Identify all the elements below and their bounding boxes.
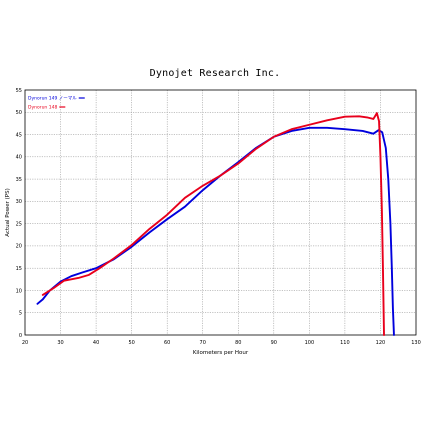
- x-tick-label: 50: [128, 340, 134, 346]
- y-axis-title: Actual Power (PS): [5, 188, 11, 236]
- legend-label-2: Dynorun 148: [28, 105, 57, 111]
- x-tick-label: 80: [235, 340, 241, 346]
- grid: [25, 90, 416, 335]
- x-tick-label: 40: [93, 340, 99, 346]
- legend-label-1: Dynorun 149 ノーマル: [28, 96, 77, 102]
- y-tick-label: 55: [16, 88, 22, 94]
- x-tick-label: 110: [340, 340, 350, 346]
- x-tick-label: 130: [411, 340, 421, 346]
- legend: Dynorun 149 ノーマル Dynorun 148: [28, 96, 85, 111]
- series-line-2: [41, 112, 385, 336]
- series-line-1: [36, 126, 395, 336]
- series-layer: [36, 112, 395, 336]
- y-tick-label: 30: [16, 199, 22, 205]
- y-tick-label: 35: [16, 177, 22, 183]
- x-tick-label: 30: [57, 340, 63, 346]
- x-axis-title: Kilometers per Hour: [193, 350, 249, 356]
- y-tick-label: 15: [16, 266, 22, 272]
- x-tick-label: 60: [164, 340, 170, 346]
- y-tick-label: 50: [16, 110, 22, 116]
- plot-frame: [24, 89, 417, 336]
- y-tick-label: 40: [16, 155, 22, 161]
- y-tick-label: 20: [16, 244, 22, 250]
- y-tick-label: 25: [16, 221, 22, 227]
- y-tick-label: 5: [19, 311, 22, 317]
- x-tick-label: 20: [22, 340, 28, 346]
- y-tick-label: 45: [16, 132, 22, 138]
- x-tick-label: 100: [305, 340, 315, 346]
- tick-labels: 20 30 40 50 60 70 80 90 100 110 120 130 0 5 10 15 20 25 30…: [16, 88, 421, 346]
- y-tick-label: 10: [16, 288, 22, 294]
- y-tick-label: 0: [19, 333, 22, 339]
- x-tick-label: 120: [376, 340, 386, 346]
- x-tick-label: 90: [271, 340, 277, 346]
- x-tick-label: 70: [200, 340, 206, 346]
- chart-title: Dynojet Research Inc.: [149, 68, 281, 79]
